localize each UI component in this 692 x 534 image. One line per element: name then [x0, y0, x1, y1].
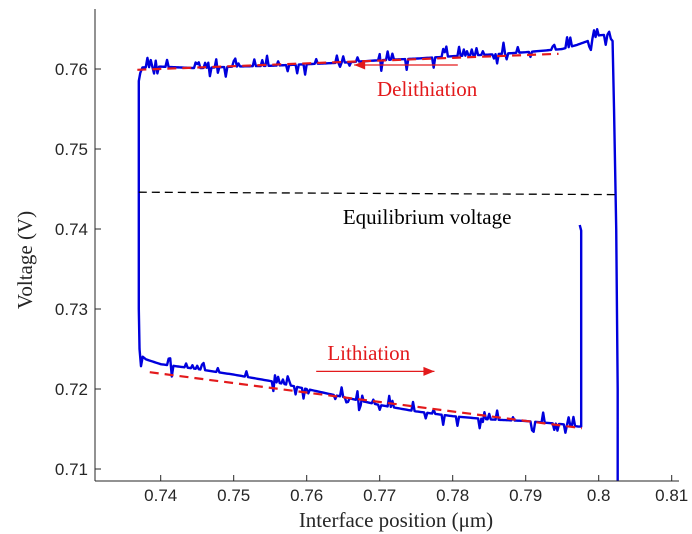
- annotations: Delithiation Equilibrium voltage Lithiatio…: [316, 60, 512, 376]
- x-tick-label: 0.77: [363, 486, 396, 505]
- x-tick-label: 0.74: [144, 486, 177, 505]
- y-tick-label: 0.73: [55, 300, 88, 319]
- x-tick-label: 0.79: [509, 486, 542, 505]
- y-tick-label: 0.71: [55, 460, 88, 479]
- y-tick-label: 0.76: [55, 60, 88, 79]
- linear-fit-line: [149, 371, 583, 430]
- x-tick-label: 0.78: [436, 486, 469, 505]
- y-tick-label: 0.74: [55, 220, 88, 239]
- voltage-curve: [137, 28, 619, 481]
- x-tick-label: 0.75: [217, 486, 250, 505]
- linear-fit-line: [137, 52, 559, 71]
- x-tick-label: 0.8: [587, 486, 611, 505]
- x-axis-title: Interface position (μm): [299, 508, 493, 532]
- equilibrium-voltage-label: Equilibrium voltage: [343, 205, 512, 229]
- equilibrium-voltage-line: [138, 191, 615, 196]
- y-tick-label: 0.75: [55, 140, 88, 159]
- plot-area: [137, 28, 619, 481]
- delithiation-arrow-head: [354, 60, 366, 70]
- lithiation-arrow-head: [423, 366, 435, 376]
- x-tick-label: 0.81: [655, 486, 688, 505]
- axes: 0.74 0.75 0.76 0.77 0.78 0.79 0.8 0.81 0.71 0.72 0…: [55, 9, 688, 505]
- y-axis-title: Voltage (V): [13, 211, 37, 309]
- x-tick-label: 0.76: [290, 486, 323, 505]
- delithiation-label: Delithiation: [377, 77, 478, 101]
- y-tick-label: 0.72: [55, 380, 88, 399]
- lithiation-label: Lithiation: [327, 341, 410, 365]
